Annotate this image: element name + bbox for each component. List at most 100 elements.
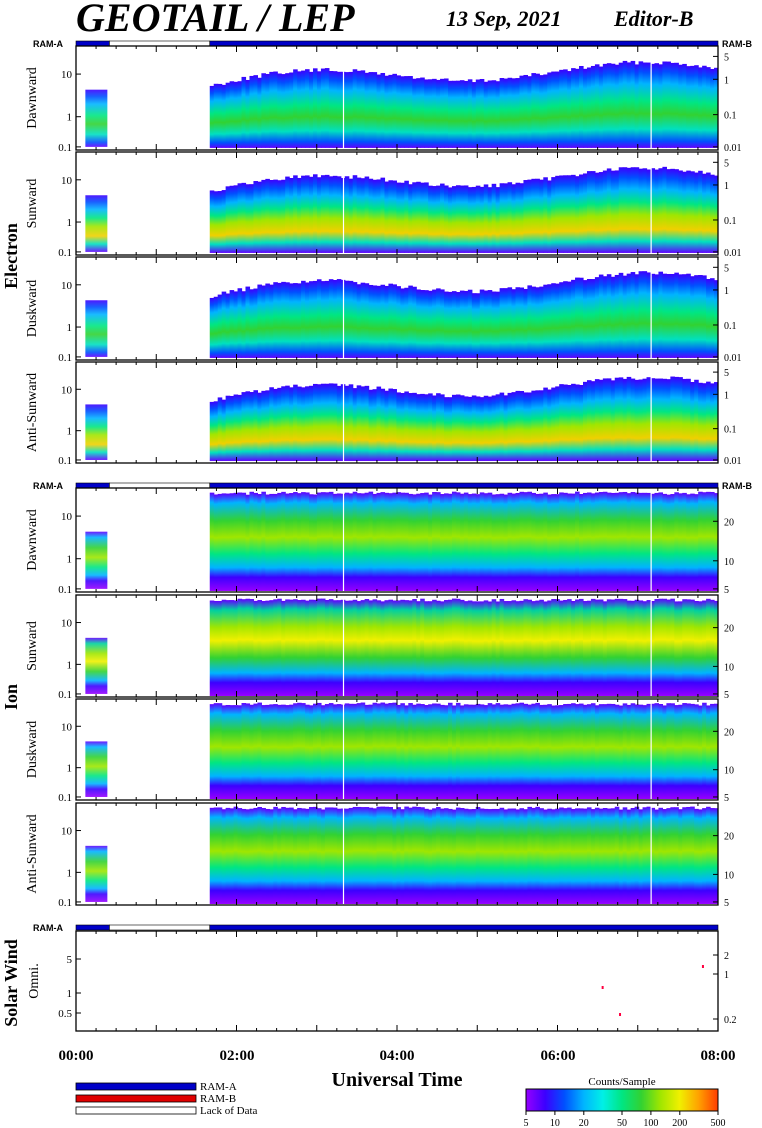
spectrogram-slice — [249, 75, 255, 148]
spectrogram-slice — [273, 179, 278, 253]
spectrogram-slice — [559, 492, 564, 591]
spectrogram-slice — [372, 493, 378, 591]
spectrogram-slice — [531, 286, 536, 358]
spectrogram-slice — [432, 395, 437, 461]
spectrogram-slice — [360, 807, 366, 904]
spectrogram-slice — [209, 704, 215, 799]
spectrogram-slice — [654, 63, 660, 148]
spectrogram-slice — [301, 280, 306, 358]
spectrogram-slice — [503, 494, 509, 591]
spectrogram-slice — [424, 394, 429, 461]
spectrogram-slice — [245, 79, 251, 148]
spectrogram-slice — [523, 74, 529, 148]
spectrogram-slice — [380, 492, 386, 591]
spectrogram-slice — [364, 807, 370, 904]
spectrogram-slice — [217, 807, 223, 904]
spectrogram-slice — [527, 491, 532, 591]
spectrogram-slice — [582, 704, 588, 799]
spectrogram-slice — [241, 599, 247, 696]
spectrogram-slice — [499, 598, 505, 696]
spectrogram-slice — [690, 276, 695, 358]
colorbar-scale — [525, 1088, 719, 1112]
spectrogram-slice — [233, 600, 239, 696]
spectrogram-slice — [356, 177, 362, 253]
panel-frame — [75, 930, 719, 1032]
spectrogram-slice — [221, 190, 227, 253]
spectrogram-slice — [626, 600, 632, 696]
spectrogram-slice — [662, 378, 667, 461]
x-tick-label: 08:00 — [701, 1048, 736, 1064]
x-tick-label: 04:00 — [380, 1048, 415, 1064]
spectrogram-slice — [356, 806, 362, 904]
spectrogram-panel-ion-anti-sunward: 10 1 0.1 20 10 5 Anti-Sunward — [25, 802, 734, 909]
y-tick-label-right: 20 — [724, 624, 734, 635]
spectrogram-slice — [312, 68, 318, 148]
spectrogram-slice — [447, 493, 453, 591]
spectrogram-slice — [424, 808, 429, 904]
spectrogram-slice — [229, 808, 235, 904]
spectrogram-slice — [503, 601, 509, 696]
spectrogram-slice — [582, 68, 588, 148]
spectrogram-slice — [571, 383, 576, 461]
colorbar-tick-label: 10 — [550, 1118, 560, 1128]
spectrogram-slice — [440, 494, 445, 591]
spectrogram-slice — [694, 704, 699, 799]
spectrogram-slice — [428, 185, 433, 253]
y-tick-label-right: 5 — [724, 263, 729, 274]
spectrogram-slice — [297, 71, 302, 148]
spectrogram-slice — [320, 809, 326, 904]
spectrogram-slice — [297, 386, 302, 461]
colorbar-tick-label: 200 — [672, 1118, 687, 1128]
spectrogram-slice — [571, 808, 576, 904]
spectrogram-slice — [289, 387, 294, 461]
spectrogram-slice — [527, 599, 532, 696]
spectrogram-slice — [467, 809, 473, 904]
spectrogram-slice — [352, 599, 358, 696]
spectrogram-slice — [380, 702, 386, 799]
spectrogram-slice — [436, 288, 441, 358]
spectrogram-slice — [440, 289, 445, 358]
spectrogram-slice — [273, 806, 278, 904]
spectrogram-slice — [404, 492, 409, 591]
spectrogram-slice — [463, 290, 469, 358]
spectrogram-slice — [630, 378, 636, 461]
spectrogram-slice — [515, 78, 521, 148]
spectrogram-slice — [368, 807, 374, 904]
spectrogram-slice — [638, 379, 644, 461]
spectrogram-slice — [328, 383, 334, 461]
spectrogram-slice — [320, 175, 326, 253]
spectrogram-slice — [551, 809, 556, 904]
spectrogram-slice — [535, 178, 540, 253]
spectrogram-slice — [420, 704, 425, 799]
spectrogram-slice — [392, 389, 397, 461]
spectrogram-slice — [388, 493, 394, 591]
spectrogram-slice — [269, 493, 274, 591]
spectrogram-slice — [543, 704, 548, 799]
spectrogram-slice — [301, 808, 306, 904]
spectrogram-slice — [396, 392, 401, 461]
spectrogram-slice — [686, 378, 691, 461]
spectrogram-slice — [209, 190, 215, 253]
spectrogram-slice — [285, 282, 290, 358]
spectrogram-slice — [519, 702, 525, 799]
spectrogram-slice — [598, 808, 604, 904]
spectrogram-slice — [551, 177, 556, 253]
spectrogram-slice — [285, 493, 290, 591]
spectrogram-slice — [706, 172, 711, 253]
spectrogram-slice — [447, 808, 453, 904]
spectrogram-slice — [706, 806, 711, 904]
spectrogram-slice — [328, 599, 334, 696]
spectrogram-slice — [575, 176, 580, 253]
spectrogram-slice — [535, 390, 540, 461]
spectrogram-slice — [523, 809, 529, 904]
panel-label: Duskward — [25, 721, 40, 779]
spectrogram-slice — [440, 394, 445, 461]
y-tick-label-right: 0.1 — [724, 111, 737, 122]
spectrogram-slice — [277, 598, 282, 696]
spectrogram-slice — [618, 272, 624, 358]
spectrogram-slice — [412, 598, 417, 696]
spectrogram-slice — [650, 601, 656, 696]
spectrogram-slice — [289, 704, 294, 799]
spectrogram-slice — [539, 75, 544, 148]
spectrogram-slice — [698, 170, 703, 253]
